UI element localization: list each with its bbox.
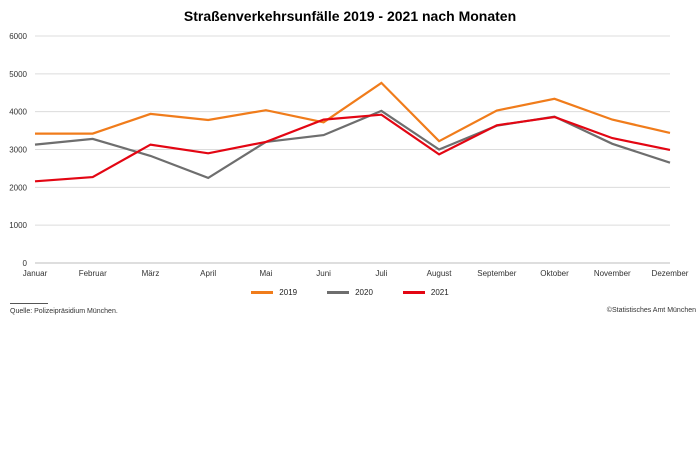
- chart-legend: 2019 2020 2021: [0, 288, 700, 297]
- y-tick-label: 0: [23, 259, 28, 268]
- x-tick-label: Oktober: [540, 269, 569, 278]
- legend-swatch: [327, 291, 350, 294]
- y-tick-label: 3000: [9, 146, 27, 155]
- legend-label: 2021: [430, 288, 449, 297]
- source-note: Quelle: Polizeipräsidium München.: [10, 308, 118, 315]
- y-tick-label: 6000: [9, 32, 27, 41]
- y-tick-label: 2000: [9, 183, 27, 192]
- x-tick-label: Dezember: [652, 269, 689, 278]
- legend-label: 2020: [355, 288, 373, 297]
- legend-swatch: [251, 291, 274, 294]
- legend-item-2019: 2019: [251, 288, 297, 297]
- x-tick-label: April: [200, 269, 216, 278]
- y-tick-label: 5000: [9, 70, 27, 79]
- x-tick-label: August: [427, 269, 453, 278]
- series-line-2021: [34, 113, 671, 183]
- chart-title: Straßenverkehrsunfälle 2019 - 2021 nach …: [183, 8, 517, 24]
- x-tick-label: November: [594, 269, 631, 278]
- x-tick-label: September: [477, 269, 516, 278]
- x-tick-label: Januar: [23, 269, 48, 278]
- series-line-2019: [35, 81, 671, 143]
- legend-item-2020: 2020: [327, 288, 373, 297]
- legend-item-2021: 2021: [402, 288, 449, 297]
- x-tick-label: Juni: [316, 269, 331, 278]
- footer-divider: [10, 303, 48, 304]
- copyright-note: ©Statistisches Amt München: [606, 307, 696, 314]
- y-tick-label: 4000: [9, 108, 27, 117]
- legend-label: 2019: [279, 288, 298, 297]
- y-tick-label: 1000: [9, 221, 27, 230]
- x-tick-label: Mai: [259, 269, 272, 278]
- x-tick-label: März: [142, 269, 160, 278]
- legend-swatch: [402, 291, 425, 294]
- x-tick-label: Februar: [79, 269, 107, 278]
- x-tick-label: Juli: [375, 269, 387, 278]
